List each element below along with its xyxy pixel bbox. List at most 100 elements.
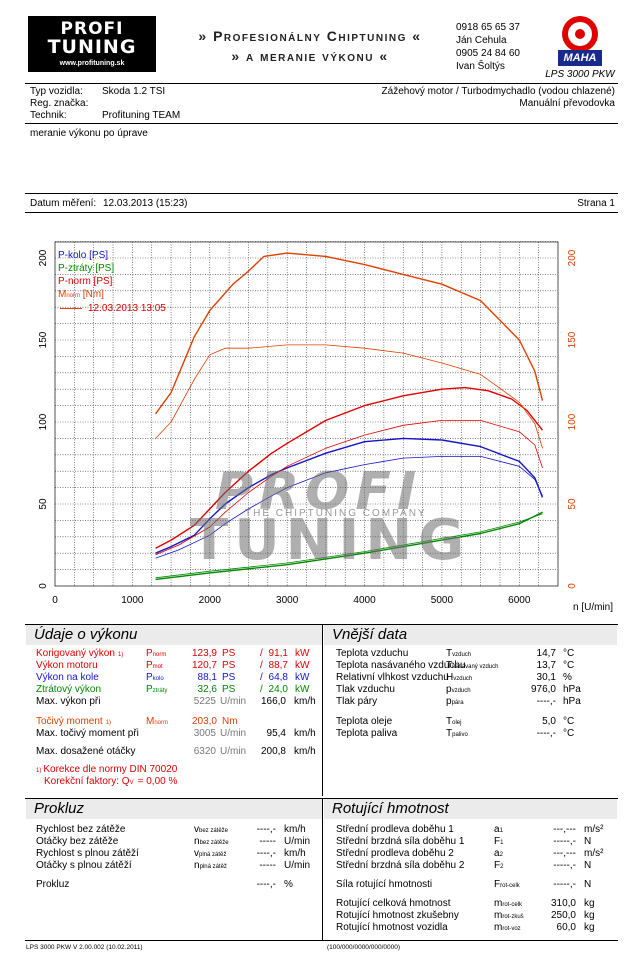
- perf-row-label-text: Ztrátový výkon: [36, 684, 102, 695]
- logo-url[interactable]: www.profituning.sk: [59, 60, 125, 67]
- legend-compare-line: [60, 308, 82, 309]
- rot-row-symbol: a2: [494, 848, 503, 859]
- rot-row-symbol: mrot-voz: [494, 922, 521, 933]
- perf-row-sym: P: [146, 672, 153, 683]
- ext-row-symbol: Tpalivo: [446, 728, 468, 739]
- y-tick-label-left: 100: [38, 413, 49, 430]
- prokluz-row-sub: plná zátěž: [199, 852, 227, 858]
- rot-row-sym: F: [494, 879, 501, 890]
- ext-row-symbol: Hvzduch: [446, 672, 472, 683]
- perf-row-unit-ps: PS: [222, 672, 236, 683]
- perf-row-sym: P: [146, 660, 153, 671]
- rot-row-value: 60,0: [556, 922, 576, 933]
- ext-row-sub: pára: [451, 700, 464, 706]
- y-tick-label-left: 50: [38, 498, 49, 510]
- rot-row-symbol: Frot-celk: [494, 879, 520, 890]
- rot-row-unit: m/s²: [584, 848, 604, 859]
- prokluz-row-value: ----,-: [256, 824, 276, 835]
- perf-row-sub: norm: [152, 652, 167, 658]
- rot-row-sub: 2: [499, 852, 503, 858]
- header-tagline-2: » a meranie výkonu «: [231, 48, 389, 64]
- din-note-ref: 1): [36, 768, 42, 774]
- technician-value: Profituning TEAM: [102, 110, 181, 121]
- footer-version: LPS 3000 PKW V 2.00.002 (10.02.2011): [26, 944, 143, 951]
- prokluz-row-sub: plná zátěž: [199, 864, 227, 870]
- y-tick-label-right: 0: [567, 583, 578, 589]
- perf-row-sub: mot: [152, 664, 163, 670]
- perf-row-sep: /: [260, 672, 263, 683]
- ext-row-sym: p: [446, 684, 452, 695]
- ext-row-value: 976,0: [530, 684, 556, 695]
- engine-description: Zážehový motor / Turbodmychadlo (vodou c…: [381, 86, 615, 97]
- maxpow-rpm: 5225: [193, 696, 216, 707]
- prokluz-row-unit: km/h: [284, 824, 306, 835]
- din-note: 1) Korekce dle normy DIN 70020: [36, 764, 177, 775]
- ext-row-symbol: ppára: [446, 696, 464, 707]
- series-m-norm-12-03-2013-13-05: [155, 344, 543, 449]
- prokluz-row-sub: bez zátěže: [199, 828, 229, 834]
- legend-p-ztraty: P-ztráty [PS]: [58, 263, 115, 274]
- torque-sub: norm: [154, 720, 169, 726]
- ext-row-value: 14,7: [536, 648, 556, 659]
- ext-row-sym: T: [446, 648, 453, 659]
- ext-row-sub: nasávaný vzduch: [452, 664, 499, 670]
- contact-phone-1: 0918 65 65 37: [456, 22, 520, 33]
- ext-row-unit: °C: [563, 728, 575, 739]
- torque-value: 203,0: [191, 716, 217, 727]
- ext-row-value: 30,1: [536, 672, 556, 683]
- rot-row-sym: m: [494, 922, 503, 933]
- footer-code: (100/000/0000/000/0000): [327, 944, 401, 951]
- rot-row-unit: N: [584, 879, 592, 890]
- rot-row-sym: m: [494, 898, 503, 909]
- x-tick-label: 3000: [276, 595, 299, 606]
- prokluz-row-sym: n: [194, 860, 200, 871]
- maxtq-rpm-unit: U/min: [220, 728, 247, 739]
- date-value: 12.03.2013 (15:23): [103, 198, 188, 209]
- perf-row-ref: 1): [117, 652, 124, 658]
- maxtq-speed-unit: km/h: [294, 728, 316, 739]
- din-note-text: Korekce dle normy DIN 70020: [43, 764, 178, 775]
- ext-row-label: Relativní vlhkost vzduchu: [336, 672, 449, 683]
- y-tick-label-right: 150: [567, 331, 578, 348]
- maxtq-speed: 95,4: [266, 728, 286, 739]
- watermark-line-1: PROFI: [215, 462, 423, 522]
- rot-row-symbol: F1: [494, 836, 503, 847]
- prokluz-row-symbol: nbez zátěže: [194, 836, 229, 847]
- ext-row-label: Tlak vzduchu: [336, 684, 395, 695]
- perf-row-label: Výkon na kole: [36, 672, 99, 683]
- contact-name-2: Ivan Šoltýs: [456, 61, 505, 72]
- rot-row-unit: N: [584, 860, 592, 871]
- x-tick-label: 6000: [508, 595, 531, 606]
- vehicle-type-label: Typ vozidla:: [30, 86, 83, 97]
- perf-row-value-kw: 91,1: [268, 648, 288, 659]
- rot-row-label: Střední brzdná síla doběhu 1: [336, 836, 465, 847]
- prokluz-row-label: Rychlost s plnou zátěží: [36, 848, 139, 859]
- ext-row-value: 13,7: [536, 660, 556, 671]
- prokluz-row-unit: U/min: [284, 836, 311, 847]
- rot-row-unit: kg: [584, 910, 595, 921]
- maxrpm-speed: 200,8: [260, 746, 286, 757]
- y-tick-label-left: 0: [38, 583, 49, 589]
- perf-row-value-kw: 88,7: [268, 660, 288, 671]
- perf-row-value-kw: 24,0: [268, 684, 288, 695]
- y-tick-label-right: 200: [567, 249, 578, 266]
- ext-row-symbol: Tvzduch: [446, 648, 471, 659]
- vehicle-type-value: Skoda 1.2 TSI: [102, 86, 166, 97]
- ext-row-sub: olej: [452, 720, 462, 726]
- correction-factor-sub: V: [129, 780, 134, 786]
- rot-row-label: Síla rotující hmotnosti: [336, 879, 433, 890]
- rot-row-symbol: a1: [494, 824, 503, 835]
- rot-row-value: -----,-: [553, 879, 576, 890]
- date-label: Datum měření:: [30, 198, 97, 209]
- perf-row-symbol: Pmot: [146, 660, 163, 671]
- perf-row-unit-ps: PS: [222, 684, 236, 695]
- prokluz-title: Prokluz: [26, 799, 322, 819]
- torque-sym: M: [146, 716, 155, 727]
- maxpow-label: Max. výkon při: [36, 696, 101, 707]
- prokluz-row-sym: n: [194, 836, 200, 847]
- ext-row-value: ----,-: [536, 696, 556, 707]
- ext-row-value: ----,-: [536, 728, 556, 739]
- maxrpm-label: Max. dosažené otáčky: [36, 746, 136, 757]
- rot-row-unit: N: [584, 836, 592, 847]
- rot-row-value: -----,-: [553, 860, 576, 871]
